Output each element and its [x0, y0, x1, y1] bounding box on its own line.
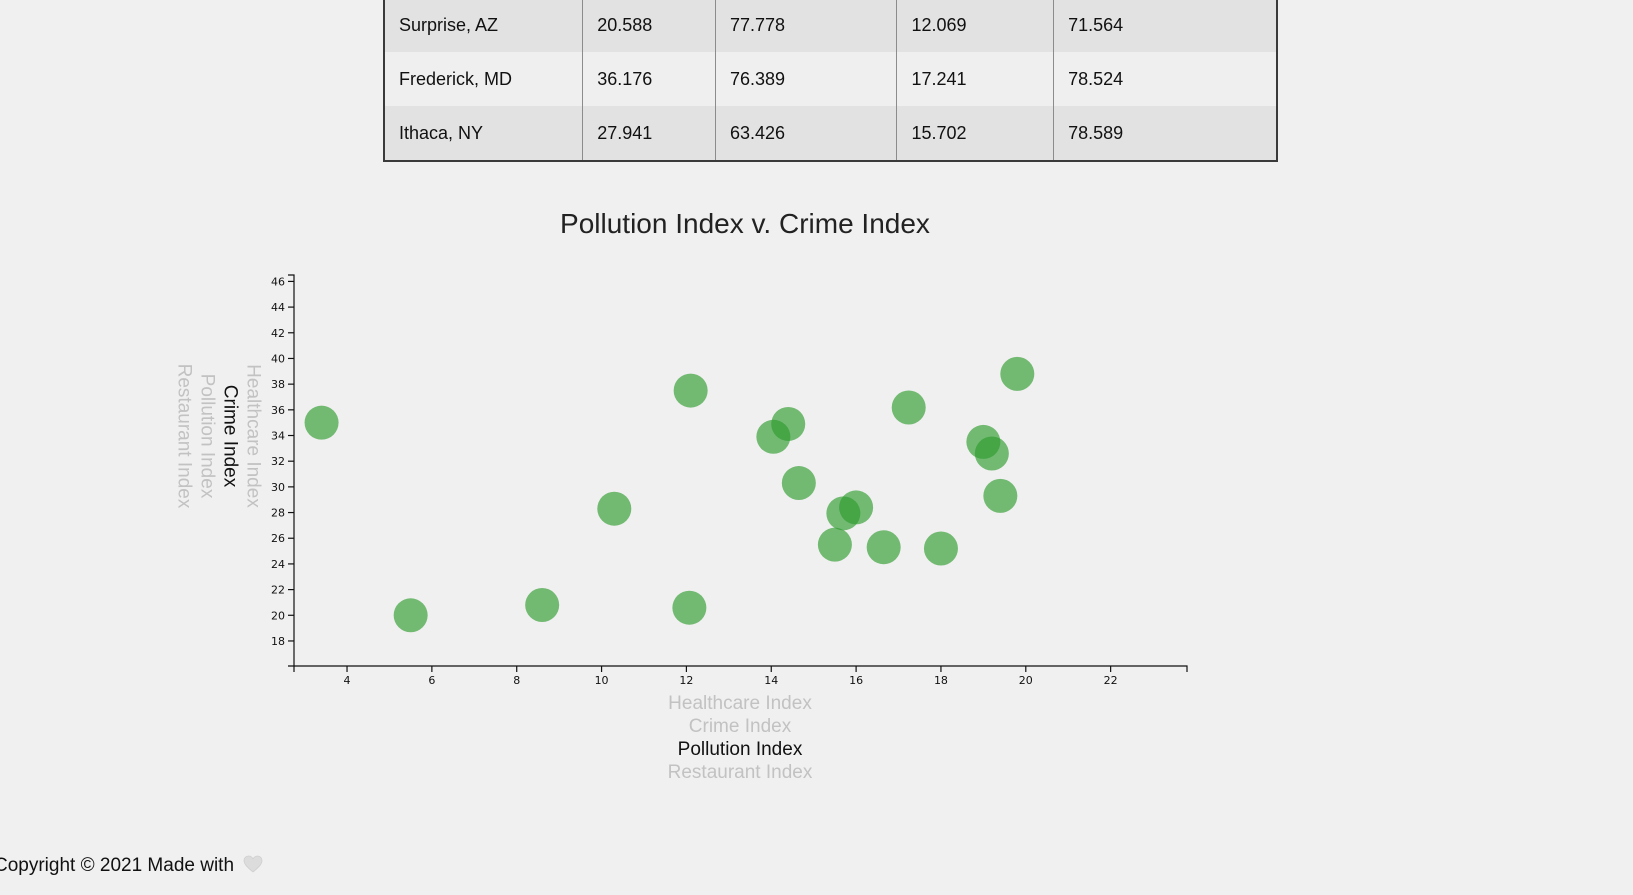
heart-icon	[243, 855, 263, 873]
x-axis-option-crime-index[interactable]: Crime Index	[688, 716, 792, 737]
table-cell: 27.941	[582, 106, 716, 161]
table-cell: Surprise, AZ	[384, 0, 584, 52]
y-tick-label: 30	[271, 481, 285, 494]
x-axis-option-healthcare-index[interactable]: Healthcare Index	[668, 693, 812, 714]
table-cell: 36.176	[582, 52, 716, 106]
x-tick-label: 12	[679, 674, 693, 687]
table-cell: Frederick, MD	[384, 52, 584, 106]
table-cell: 63.426	[715, 106, 898, 161]
y-tick-label: 38	[271, 378, 285, 391]
y-tick-label: 34	[271, 430, 285, 443]
table-cell: 78.589	[1053, 106, 1277, 161]
table-row: Ithaca, NY 27.941 63.426 15.702 78.589	[384, 106, 1277, 161]
x-tick-label: 18	[934, 674, 948, 687]
scatter-point	[866, 530, 901, 565]
x-tick-label: 8	[513, 674, 520, 687]
table-cell: 15.702	[896, 106, 1055, 161]
y-axis-option-restaurant-index[interactable]: Restaurant Index	[173, 363, 195, 509]
y-tick-label: 22	[271, 584, 285, 597]
y-tick-label: 40	[271, 352, 285, 365]
table-cell: 76.389	[715, 52, 898, 106]
y-tick-label: 42	[271, 327, 285, 340]
x-axis-option-restaurant-index[interactable]: Restaurant Index	[667, 762, 813, 783]
x-axis-line	[293, 665, 1188, 672]
chart-title: Pollution Index v. Crime Index	[560, 208, 930, 239]
scatter-point	[771, 406, 806, 441]
table-cell: 71.564	[1053, 0, 1277, 52]
y-axis-line	[288, 274, 295, 667]
x-axis-option-pollution-index[interactable]: Pollution Index	[677, 739, 803, 760]
y-tick-label: 46	[271, 275, 285, 288]
table-row: Surprise, AZ 20.588 77.778 12.069 71.564	[384, 0, 1277, 52]
x-tick-label: 20	[1019, 674, 1033, 687]
scatter-point	[983, 478, 1018, 513]
y-tick-label: 24	[271, 558, 285, 571]
y-axis-option-healthcare-index[interactable]: Healthcare Index	[242, 364, 264, 508]
x-tick-label: 6	[428, 674, 435, 687]
scatter-point	[672, 590, 707, 625]
table-cell: 17.241	[896, 52, 1055, 106]
scatter-point	[525, 588, 560, 623]
scatter-point	[891, 390, 926, 425]
scatter-point	[393, 598, 428, 633]
footer: Copyright © 2021 Made with	[0, 855, 263, 877]
x-tick-label: 14	[764, 674, 778, 687]
table-cell: 20.588	[582, 0, 716, 52]
city-data-table: Surprise, AZ 20.588 77.778 12.069 71.564…	[383, 0, 1278, 162]
scatter-point	[304, 405, 339, 440]
scatter-point	[839, 490, 874, 525]
table-row: Frederick, MD 36.176 76.389 17.241 78.52…	[384, 52, 1277, 106]
y-tick-label: 32	[271, 455, 285, 468]
x-tick-label: 4	[344, 674, 351, 687]
x-tick-label: 10	[595, 674, 609, 687]
x-tick-label: 16	[849, 674, 863, 687]
y-tick-label: 28	[271, 507, 285, 520]
y-axis-option-crime-index[interactable]: Crime Index	[219, 384, 241, 488]
y-tick-label: 26	[271, 532, 285, 545]
table-cell: Ithaca, NY	[384, 106, 584, 161]
scatter-point	[781, 466, 816, 501]
x-tick-label: 22	[1104, 674, 1118, 687]
scatter-point	[974, 436, 1009, 471]
scatter-point	[673, 373, 708, 408]
scatter-point	[817, 527, 852, 562]
table-cell: 12.069	[896, 0, 1055, 52]
y-tick-label: 18	[271, 635, 285, 648]
scatter-point	[597, 491, 632, 526]
y-tick-label: 20	[271, 609, 285, 622]
y-axis-option-pollution-index[interactable]: Pollution Index	[196, 373, 218, 499]
scatter-point	[1000, 356, 1035, 391]
scatter-point	[923, 531, 958, 566]
y-tick-label: 44	[271, 301, 285, 314]
table-cell: 78.524	[1053, 52, 1277, 106]
footer-text: Copyright © 2021 Made with	[0, 855, 235, 876]
y-tick-label: 36	[271, 404, 285, 417]
table-cell: 77.778	[715, 0, 898, 52]
